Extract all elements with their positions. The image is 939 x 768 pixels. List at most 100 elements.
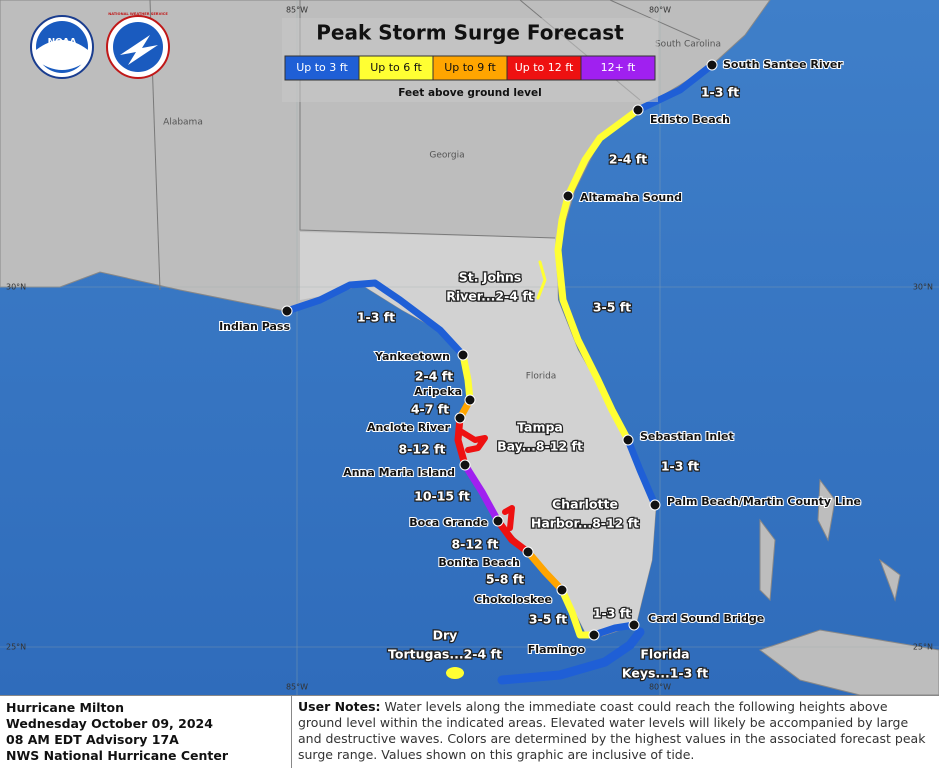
surge-label: St. Johns [459, 270, 522, 285]
location-label: South Santee River [723, 58, 843, 71]
location-label: Aripeka [414, 385, 462, 398]
surge-label: 3-5 ft [529, 612, 567, 627]
cuba [758, 629, 939, 696]
legend-swatch [432, 55, 508, 81]
surge-label: Tortugas...2-4 ft [388, 647, 502, 662]
grid-label: 80°W [649, 683, 671, 692]
date: Wednesday October 09, 2024 [6, 716, 213, 731]
surge-label: 2-4 ft [415, 369, 453, 384]
surge-label: Harbor...8-12 ft [531, 516, 639, 531]
location-label: Flamingo [528, 643, 586, 656]
bahamas [759, 478, 901, 602]
legend: Up to 3 ft Up to 6 ft Up to 9 ft Up to 12 f… [284, 55, 656, 81]
grid-label: 25°N [6, 643, 26, 652]
location-dot [628, 619, 640, 631]
state-label: Alabama [163, 118, 203, 128]
grid-label: 85°W [286, 683, 308, 692]
location-dot [649, 499, 661, 511]
notes-heading: User Notes: [298, 699, 381, 714]
location-label: Boca Grande [409, 516, 488, 529]
state-label: Georgia [429, 151, 464, 161]
location-dot [522, 546, 534, 558]
location-label: Anna Maria Island [343, 466, 455, 479]
location-label: Card Sound Bridge [648, 612, 764, 625]
location-dot [622, 434, 634, 446]
surge-label: 1-3 ft [357, 310, 395, 325]
location-label: Chokoloskee [474, 593, 552, 606]
location-dot [281, 305, 293, 317]
surge-label: River...2-4 ft [446, 289, 534, 304]
location-label: Anclote River [367, 421, 451, 434]
location-label: Indian Pass [219, 320, 290, 333]
legend-label: Up to 12 ft [515, 61, 574, 74]
surge-coast [283, 61, 716, 685]
logo-text: NOAA [48, 38, 77, 48]
legend-label: 12+ ft [601, 61, 636, 74]
surge-label: 1-3 ft [701, 85, 739, 100]
location-dot [706, 59, 718, 71]
location-label: Altamaha Sound [580, 191, 682, 204]
location-dot [556, 584, 568, 596]
legend-swatch [358, 55, 434, 81]
florida-land [300, 232, 656, 636]
dry-tortugas-surge [446, 667, 464, 679]
location-dot [457, 349, 469, 361]
grid-label: 30°N [913, 283, 933, 292]
location-dot [492, 515, 504, 527]
surge-label: 3-5 ft [593, 300, 631, 315]
location-dot [459, 459, 471, 471]
state-label: Florida [526, 372, 557, 382]
storm-name: Hurricane Milton [6, 700, 125, 715]
surge-label: 8-12 ft [451, 537, 498, 552]
surge-label: 4-7 ft [411, 402, 449, 417]
location-dot [588, 629, 600, 641]
logo-text: NATIONAL WEATHER SERVICE [108, 12, 168, 16]
location-label: Yankeetown [374, 350, 450, 363]
grid-label: 85°W [286, 6, 308, 15]
location-label: Palm Beach/Martin County Line [667, 495, 861, 508]
notes-text: Water levels along the immediate coast c… [298, 699, 926, 762]
legend-label: Up to 3 ft [296, 61, 348, 74]
grid-label: 25°N [913, 643, 933, 652]
surge-label: Dry [433, 628, 458, 643]
advisory: 08 AM EDT Advisory 17A [6, 732, 179, 747]
location-label: Bonita Beach [438, 556, 520, 569]
surge-label: 1-3 ft [593, 606, 631, 621]
grid-label: 80°W [649, 6, 671, 15]
map: 85°W 85°W 80°W 80°W 30°N 30°N 25°N 25°N … [0, 0, 939, 696]
surge-label: 1-3 ft [661, 459, 699, 474]
location-dot [464, 394, 476, 406]
grid-label: 30°N [6, 283, 26, 292]
graticule [0, 0, 939, 695]
footer: Hurricane Milton Wednesday October 09, 2… [0, 695, 939, 768]
advisory-info: Hurricane Milton Wednesday October 09, 2… [0, 696, 292, 768]
surge-label: Florida [640, 647, 689, 662]
state-label: South Carolina [655, 40, 721, 50]
legend-swatch [506, 55, 582, 81]
title: Peak Storm Surge Forecast [316, 21, 624, 45]
surge-label: Keys...1-3 ft [622, 666, 708, 681]
agency: NWS National Hurricane Center [6, 748, 229, 763]
nws-logo: NATIONAL WEATHER SERVICE [106, 12, 170, 79]
legend-caption: Feet above ground level [398, 87, 541, 99]
surge-label: 8-12 ft [398, 442, 445, 457]
labels: South Santee River Edisto Beach Altamaha S… [218, 57, 862, 682]
legend-swatch [580, 55, 656, 81]
location-dot [562, 190, 574, 202]
surge-label: Tampa [517, 420, 563, 435]
user-notes: User Notes: Water levels along the immed… [292, 696, 939, 768]
location-label: Sebastian Inlet [640, 430, 734, 443]
surge-label: Charlotte [552, 497, 618, 512]
surge-label: 2-4 ft [609, 152, 647, 167]
legend-label: Up to 6 ft [370, 61, 422, 74]
location-label: Edisto Beach [650, 113, 730, 126]
location-dot [632, 104, 644, 116]
noaa-logo: NOAA [30, 15, 94, 79]
legend-swatch [284, 55, 360, 81]
location-dot [454, 412, 466, 424]
legend-label: Up to 9 ft [444, 61, 496, 74]
surge-label: 5-8 ft [486, 572, 524, 587]
location-dots [281, 59, 718, 641]
surge-label: 10-15 ft [414, 489, 470, 504]
